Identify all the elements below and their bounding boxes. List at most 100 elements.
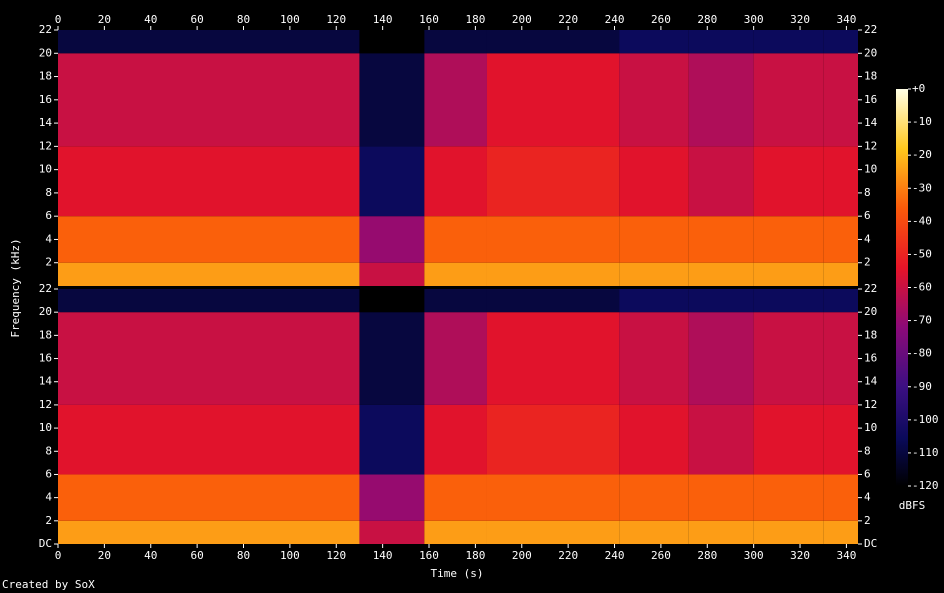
footer: Created by SoX [2,578,95,591]
spectrogram-cell [58,520,360,544]
x-tick-label: 320 [790,549,810,562]
spectrogram-cell [823,520,858,544]
y-tick-label: 18 [39,328,52,341]
spectrogram-cell [424,474,487,521]
y-tick-label: 8 [864,444,871,457]
x-tick-label: 220 [558,549,578,562]
spectrogram-cell [688,146,754,217]
x-tick-label: 0 [55,13,62,26]
x-tick-label: 140 [373,549,393,562]
spectrogram-cell [359,520,425,544]
x-tick-label: 340 [836,549,856,562]
y-tick-label: 14 [39,375,53,388]
spectrogram-cell [58,30,360,54]
x-tick-label: 300 [744,549,764,562]
y-tick-label: 18 [864,328,877,341]
spectrogram-cell [486,520,620,544]
spectrogram-cell [486,53,620,147]
y-tick-label: 8 [864,186,871,199]
y-tick-label: 10 [864,421,877,434]
spectrogram-cell [753,520,824,544]
spectrogram-cell [359,312,425,405]
spectrogram-cell [58,289,360,313]
y-tick-label: 6 [864,467,871,480]
y-tick-label: 16 [864,352,877,365]
y-tick-label: 10 [39,163,52,176]
spectrogram-cell [424,289,487,313]
x-tick-label: 160 [419,13,439,26]
spectrogram-cell [359,30,425,54]
colorbar [896,89,908,486]
y-tick-label: 20 [864,305,877,318]
spectrogram-cell [359,289,425,313]
spectrogram-cell [486,404,620,475]
x-tick-label: 200 [512,549,532,562]
spectrogram-cell [753,53,824,147]
x-axis-label: Time (s) [431,567,484,580]
y-tick-label: 20 [864,46,877,59]
spectrogram-cell [823,30,858,54]
colorbar-label: dBFS [899,499,926,512]
spectrogram-cell [58,474,360,521]
colorbar-tick-label: -120 [912,479,939,492]
x-tick-label: 220 [558,13,578,26]
x-tick-label: 20 [98,549,111,562]
x-tick-label: 20 [98,13,111,26]
spectrogram-cell [688,30,754,54]
x-tick-label: 140 [373,13,393,26]
spectrogram-cell [58,262,360,286]
y-tick-label: 6 [45,209,52,222]
y-tick-label: 22 [864,23,877,36]
y-tick-label: 2 [864,256,871,269]
spectrogram-cell [823,146,858,217]
spectrogram-cell [688,216,754,263]
spectrogram-cell [486,474,620,521]
y-tick-label: 14 [864,375,878,388]
spectrogram-cell [753,262,824,286]
x-tick-label: 340 [836,13,856,26]
spectrogram-cell [58,404,360,475]
y-tick-label: 12 [39,139,52,152]
spectrogram-cell [58,53,360,147]
spectrogram-cell [486,146,620,217]
spectrogram-cell [359,146,425,217]
x-tick-label: 240 [605,549,625,562]
spectrogram-cell [486,216,620,263]
y-tick-label: DC [864,537,877,550]
x-tick-label: 260 [651,13,671,26]
x-tick-label: 300 [744,13,764,26]
spectrogram-cell [753,146,824,217]
y-tick-label: 4 [45,232,52,245]
spectrogram-cell [424,404,487,475]
spectrogram-cell [688,404,754,475]
x-tick-label: 60 [191,549,204,562]
y-tick-label: 12 [864,139,877,152]
x-tick-label: 100 [280,549,300,562]
spectrogram-cell [58,312,360,405]
spectrogram-cell [424,312,487,405]
spectrogram-cell [486,289,620,313]
y-tick-label: 2 [45,514,52,527]
y-tick-label: 10 [864,163,877,176]
y-tick-label: 10 [39,421,52,434]
spectrogram-cell [619,30,689,54]
spectrogram-cell [619,146,689,217]
colorbar-tick-label: -40 [912,214,932,227]
y-tick-label: 22 [39,282,52,295]
spectrogram-cell [424,216,487,263]
x-tick-label: 0 [55,549,62,562]
spectrogram-cell [688,474,754,521]
x-tick-label: 180 [465,13,485,26]
spectrogram-cell [688,53,754,147]
y-tick-label: 22 [864,282,877,295]
spectrogram-cell [619,289,689,313]
spectrogram-cell [486,312,620,405]
y-tick-label: 8 [45,186,52,199]
spectrogram-cell [486,262,620,286]
y-tick-label: 4 [864,491,871,504]
x-tick-label: 80 [237,549,250,562]
x-tick-label: 60 [191,13,204,26]
spectrogram-cell [688,289,754,313]
